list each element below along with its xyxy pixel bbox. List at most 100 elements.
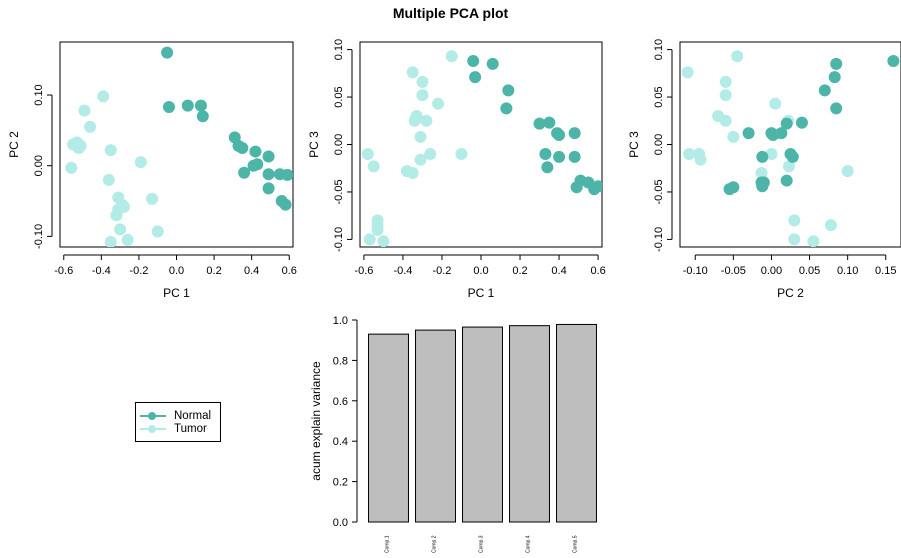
variance-bar — [509, 325, 550, 523]
point-normal — [543, 116, 556, 129]
x-tick-label: -0.6 — [354, 265, 373, 277]
point-tumor — [371, 223, 384, 236]
point-tumor — [782, 160, 795, 173]
point-normal — [279, 198, 292, 211]
point-tumor — [146, 192, 159, 205]
x-tick-label: 0.6 — [282, 265, 297, 277]
point-normal — [757, 176, 770, 189]
point-tumor — [769, 97, 782, 110]
point-tumor — [788, 214, 801, 227]
point-normal — [196, 110, 209, 123]
pca-panel-pc2-pc3: -0.10 -0.05 0.00 0.05 0.10 0.15 -0.10 -0.05 0.00… — [627, 39, 901, 300]
point-tumor — [681, 66, 694, 79]
point-normal — [887, 54, 900, 67]
plot-frame — [679, 41, 901, 248]
y-tick-label: 0.10 — [333, 39, 345, 60]
point-normal — [818, 84, 831, 97]
x-tick-label: 0.05 — [799, 265, 820, 277]
point-tumor — [363, 233, 376, 246]
bar-category-label: Comp.2 — [432, 535, 438, 553]
point-normal — [553, 150, 566, 163]
x-tick-label: 0.10 — [837, 265, 858, 277]
x-tick-label: 0.2 — [206, 265, 221, 277]
bar-category-label: Comp.4 — [526, 535, 532, 553]
x-axis-label: PC 1 — [468, 286, 495, 300]
x-tick-label: -0.2 — [129, 265, 148, 277]
x-tick-label: 0.6 — [590, 265, 605, 277]
point-tumor — [420, 114, 433, 127]
y-tick-label: -0.05 — [653, 179, 665, 204]
x-tick-label: 0.2 — [512, 265, 527, 277]
point-normal — [262, 150, 275, 163]
pca-panel-pc1-pc3: -0.6 -0.4 -0.2 0.0 0.2 0.4 0.6 -0.10 -0.05 0.00 0.… — [307, 39, 606, 300]
point-tumor — [414, 130, 427, 143]
x-tick-label: 0.15 — [875, 265, 896, 277]
point-tumor — [416, 89, 429, 102]
point-tumor — [104, 144, 117, 157]
point-normal — [162, 101, 175, 114]
point-normal — [469, 71, 482, 84]
x-tick-label: 0.4 — [551, 265, 566, 277]
pca-panel-pc1-pc2: -0.6 -0.4 -0.2 0.0 0.2 0.4 0.6 -0.10 0.00 0.10 PC … — [7, 41, 297, 300]
legend-normal-label: Normal — [174, 410, 212, 422]
point-normal — [553, 129, 566, 142]
point-normal — [249, 145, 262, 158]
point-normal — [486, 57, 499, 70]
x-tick-label: -0.4 — [92, 265, 111, 277]
point-tumor — [788, 233, 801, 246]
point-tumor — [719, 114, 732, 127]
point-tumor — [841, 165, 854, 178]
legend-tumor-label: Tumor — [174, 423, 207, 435]
point-normal — [238, 166, 251, 179]
point-tumor — [765, 147, 778, 160]
y-tick-label: -0.10 — [33, 224, 45, 249]
point-normal — [775, 127, 788, 140]
plot-frame — [359, 41, 603, 248]
point-tumor — [408, 114, 421, 127]
point-tumor — [78, 104, 91, 117]
point-normal — [236, 142, 249, 155]
point-tumor — [755, 166, 768, 179]
point-tumor — [377, 235, 390, 247]
variance-bar-panel: 0.0 0.2 0.4 0.6 0.8 1.0 acum explain variance C… — [309, 315, 597, 553]
point-tumor — [97, 90, 110, 103]
point-tumor — [719, 75, 732, 88]
legend: Normal Tumor — [135, 402, 221, 442]
y-tick-label: 0.10 — [33, 84, 45, 105]
plot-frame — [59, 41, 294, 248]
point-tumor — [824, 219, 837, 232]
point-tumor — [416, 75, 429, 88]
point-tumor — [406, 66, 419, 79]
point-tumor — [807, 235, 820, 247]
y-tick-label: 0.00 — [653, 134, 665, 155]
x-tick-label: -0.05 — [721, 265, 746, 277]
point-normal — [181, 99, 194, 112]
x-tick-label: -0.2 — [432, 265, 451, 277]
variance-bar — [462, 326, 503, 523]
point-normal — [780, 117, 793, 130]
point-tumor — [110, 209, 123, 222]
y-tick-label: 0.6 — [333, 396, 348, 408]
variance-bar — [556, 323, 597, 523]
point-tumor — [151, 225, 164, 238]
point-tumor — [114, 223, 127, 236]
point-normal — [467, 54, 480, 67]
point-tumor — [102, 173, 115, 186]
point-normal — [830, 57, 843, 70]
point-normal — [251, 158, 264, 171]
x-tick-label: -0.10 — [683, 265, 708, 277]
y-axis-label: acum explain variance — [309, 361, 323, 481]
point-normal — [502, 84, 515, 97]
x-tick-label: -0.6 — [54, 265, 73, 277]
point-normal — [161, 46, 174, 59]
point-normal — [570, 181, 583, 194]
x-tick-label: 0.00 — [761, 265, 782, 277]
point-tumor — [445, 50, 458, 63]
x-tick-label: -0.4 — [393, 265, 412, 277]
point-tumor — [367, 160, 380, 173]
point-normal — [568, 150, 581, 163]
y-tick-label: 0.0 — [333, 517, 348, 529]
x-tick-label: 0.0 — [169, 265, 184, 277]
bar-category-label: Comp.3 — [479, 535, 485, 553]
point-tumor — [455, 147, 468, 160]
